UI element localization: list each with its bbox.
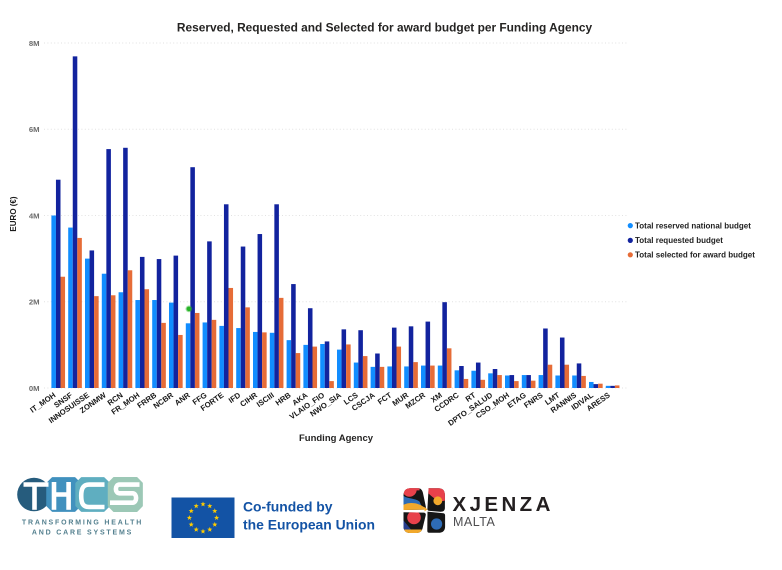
svg-text:8M: 8M xyxy=(29,39,40,48)
svg-text:Co-funded by: Co-funded by xyxy=(243,499,333,515)
svg-text:6M: 6M xyxy=(29,125,40,134)
svg-text:2M: 2M xyxy=(29,298,40,307)
svg-text:AND CARE SYSTEMS: AND CARE SYSTEMS xyxy=(32,529,133,536)
svg-text:Total requested budget: Total requested budget xyxy=(635,236,723,245)
svg-text:Total reserved national budget: Total reserved national budget xyxy=(635,221,751,230)
svg-text:Reserved, Requested and Select: Reserved, Requested and Selected for awa… xyxy=(177,21,593,35)
svg-text:4M: 4M xyxy=(29,211,40,220)
svg-text:Total selected for award budge: Total selected for award budget xyxy=(635,251,755,260)
svg-text:MALTA: MALTA xyxy=(453,515,495,529)
svg-text:0M: 0M xyxy=(29,384,40,393)
svg-text:TRANSFORMING HEALTH: TRANSFORMING HEALTH xyxy=(22,520,143,527)
svg-text:XJENZA: XJENZA xyxy=(453,493,554,516)
svg-text:EURO (€): EURO (€) xyxy=(9,196,18,231)
svg-text:Funding Agency: Funding Agency xyxy=(299,433,374,444)
svg-text:the European Union: the European Union xyxy=(243,517,375,533)
